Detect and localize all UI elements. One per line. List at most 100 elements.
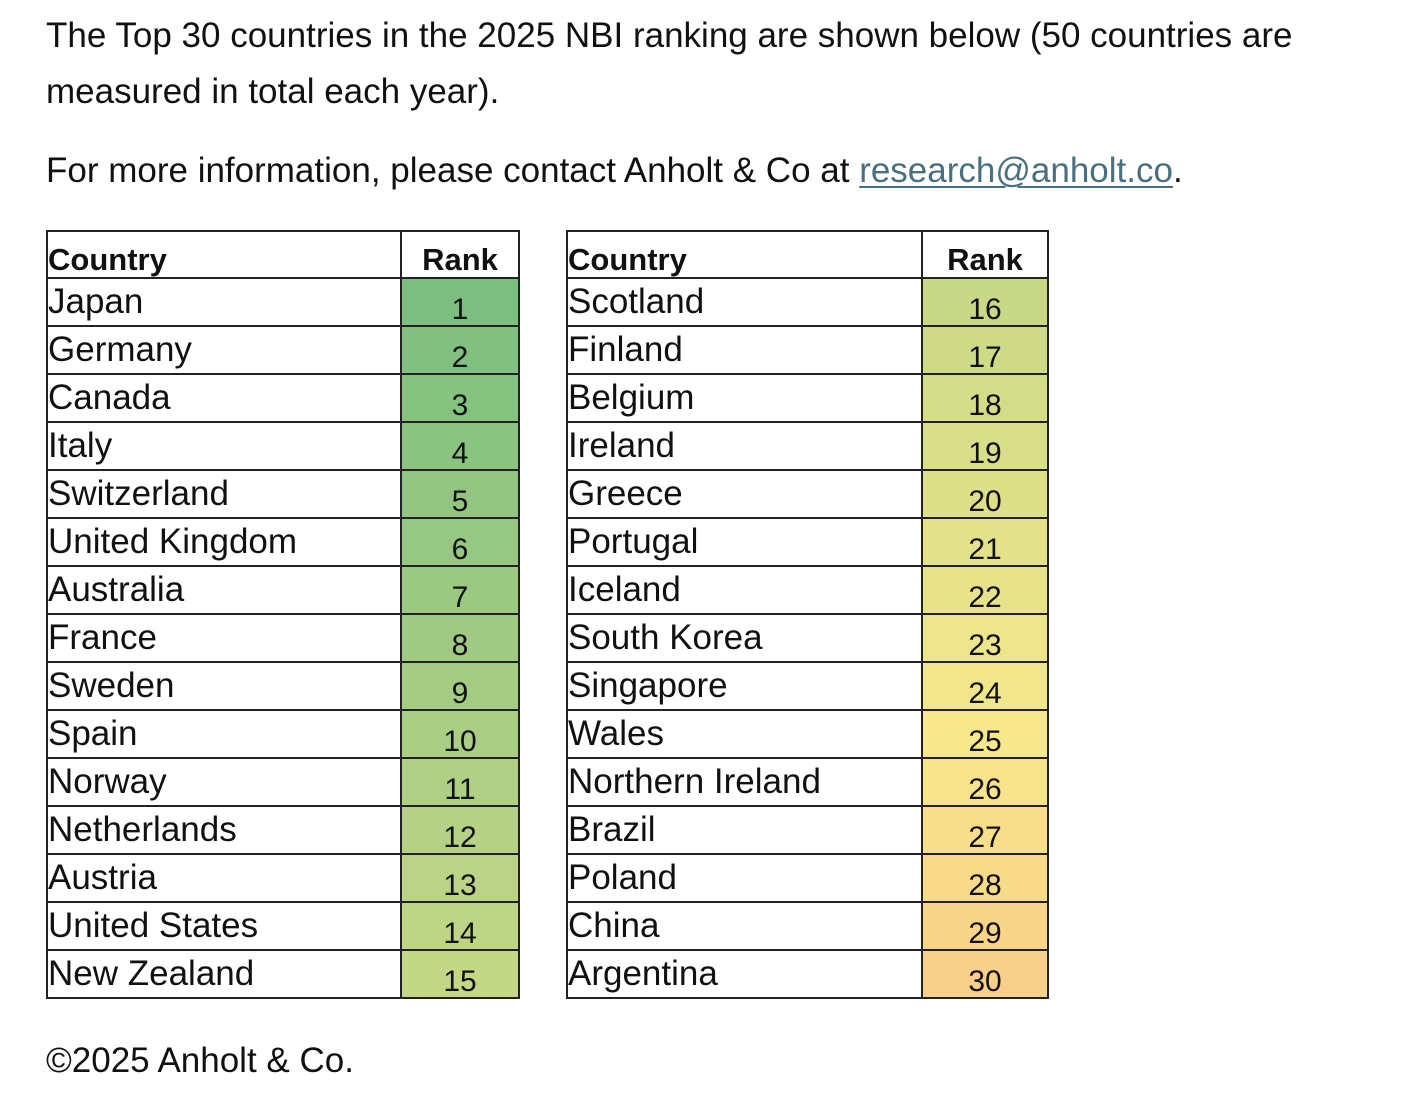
column-header-rank: Rank [400, 230, 520, 279]
rank-cell: 18 [921, 372, 1049, 423]
country-cell: France [46, 612, 402, 663]
country-cell: United Kingdom [46, 516, 402, 567]
country-cell: Iceland [566, 564, 923, 615]
rank-cell: 14 [400, 900, 520, 951]
column-header-rank: Rank [921, 230, 1049, 279]
table-row: Australia 7 [46, 564, 520, 615]
rank-cell: 25 [921, 708, 1049, 759]
table-row: South Korea 23 [566, 612, 1049, 663]
rank-cell: 4 [400, 420, 520, 471]
table-row: Northern Ireland 26 [566, 756, 1049, 807]
table-row: New Zealand 15 [46, 948, 520, 999]
rank-cell: 6 [400, 516, 520, 567]
rank-cell: 17 [921, 324, 1049, 375]
rank-cell: 19 [921, 420, 1049, 471]
rank-cell: 11 [400, 756, 520, 807]
intro-text: The Top 30 countries in the 2025 NBI ran… [46, 16, 1293, 111]
table-row: Italy 4 [46, 420, 520, 471]
country-cell: Brazil [566, 804, 923, 855]
country-cell: Australia [46, 564, 402, 615]
table-row: Switzerland 5 [46, 468, 520, 519]
table-row: Singapore 24 [566, 660, 1049, 711]
country-cell: Austria [46, 852, 402, 903]
table-row: France 8 [46, 612, 520, 663]
table-row: Ireland 19 [566, 420, 1049, 471]
contact-suffix: . [1172, 151, 1183, 190]
table-row: China 29 [566, 900, 1049, 951]
contact-line: For more information, please contact Anh… [46, 143, 1416, 199]
country-cell: Scotland [566, 276, 923, 327]
country-cell: Canada [46, 372, 402, 423]
rank-cell: 26 [921, 756, 1049, 807]
table-row: United Kingdom 6 [46, 516, 520, 567]
country-cell: Argentina [566, 948, 923, 999]
table-row: Austria 13 [46, 852, 520, 903]
table-row: Brazil 27 [566, 804, 1049, 855]
column-header-country: Country [46, 230, 402, 279]
rank-cell: 1 [400, 276, 520, 327]
contact-email-link[interactable]: research@anholt.co [859, 151, 1173, 190]
rank-cell: 24 [921, 660, 1049, 711]
rank-cell: 21 [921, 516, 1049, 567]
country-cell: Northern Ireland [566, 756, 923, 807]
country-cell: China [566, 900, 923, 951]
country-cell: Finland [566, 324, 923, 375]
rank-cell: 28 [921, 852, 1049, 903]
table-row: Norway 11 [46, 756, 520, 807]
rank-cell: 29 [921, 900, 1049, 951]
country-cell: Japan [46, 276, 402, 327]
country-cell: Sweden [46, 660, 402, 711]
country-cell: Singapore [566, 660, 923, 711]
table-row: Iceland 22 [566, 564, 1049, 615]
table-row: Canada 3 [46, 372, 520, 423]
table-header-row: Country Rank [566, 230, 1049, 279]
country-cell: South Korea [566, 612, 923, 663]
country-cell: Belgium [566, 372, 923, 423]
country-cell: Italy [46, 420, 402, 471]
table-row: Argentina 30 [566, 948, 1049, 999]
rank-cell: 10 [400, 708, 520, 759]
country-cell: Germany [46, 324, 402, 375]
table-row: Poland 28 [566, 852, 1049, 903]
table-row: Wales 25 [566, 708, 1049, 759]
ranking-rows-right: Scotland 16 Finland 17 Belgium 18 Ireland 19 Gre… [566, 276, 1049, 999]
country-cell: Wales [566, 708, 923, 759]
rank-cell: 20 [921, 468, 1049, 519]
rank-cell: 23 [921, 612, 1049, 663]
rank-cell: 3 [400, 372, 520, 423]
country-cell: Netherlands [46, 804, 402, 855]
table-row: Germany 2 [46, 324, 520, 375]
country-cell: Switzerland [46, 468, 402, 519]
table-row: Sweden 9 [46, 660, 520, 711]
table-row: Netherlands 12 [46, 804, 520, 855]
table-row: United States 14 [46, 900, 520, 951]
table-row: Greece 20 [566, 468, 1049, 519]
country-cell: United States [46, 900, 402, 951]
rank-cell: 15 [400, 948, 520, 999]
rank-cell: 22 [921, 564, 1049, 615]
rank-cell: 7 [400, 564, 520, 615]
table-row: Finland 17 [566, 324, 1049, 375]
ranking-rows-left: Japan 1 Germany 2 Canada 3 Italy 4 Switzerland 5 U… [46, 276, 520, 999]
country-cell: Spain [46, 708, 402, 759]
table-row: Spain 10 [46, 708, 520, 759]
rank-cell: 8 [400, 612, 520, 663]
country-cell: Norway [46, 756, 402, 807]
rank-cell: 12 [400, 804, 520, 855]
rank-cell: 30 [921, 948, 1049, 999]
country-cell: Ireland [566, 420, 923, 471]
country-cell: Poland [566, 852, 923, 903]
table-row: Portugal 21 [566, 516, 1049, 567]
table-header-row: Country Rank [46, 230, 520, 279]
country-cell: Portugal [566, 516, 923, 567]
copyright-text: ©2025 Anholt & Co. [46, 1041, 354, 1080]
rank-cell: 16 [921, 276, 1049, 327]
table-row: Scotland 16 [566, 276, 1049, 327]
column-header-country: Country [566, 230, 923, 279]
table-row: Japan 1 [46, 276, 520, 327]
table-row: Belgium 18 [566, 372, 1049, 423]
rank-cell: 9 [400, 660, 520, 711]
rank-cell: 5 [400, 468, 520, 519]
contact-prefix: For more information, please contact Anh… [46, 151, 860, 190]
rank-cell: 2 [400, 324, 520, 375]
